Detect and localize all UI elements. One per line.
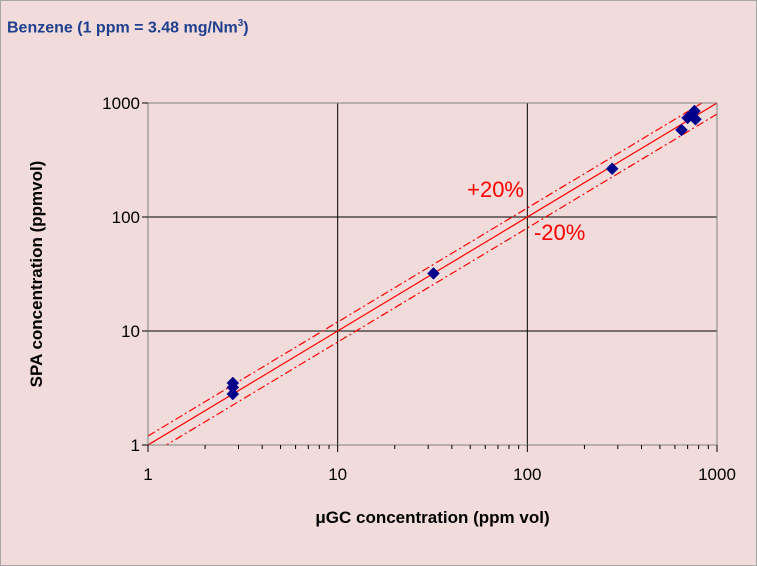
annotations: +20% -20% <box>467 177 585 245</box>
annotation-label: -20% <box>534 220 585 245</box>
data-point <box>226 387 240 401</box>
x-tick-label: 1 <box>143 465 152 484</box>
y-tick-label: 100 <box>112 208 140 227</box>
chart-title-superscript: 3 <box>237 18 244 29</box>
y-tick-label: 1 <box>131 436 140 455</box>
y-tick-label: 10 <box>121 322 140 341</box>
x-tick-label: 10 <box>328 465 347 484</box>
data-point <box>689 112 702 126</box>
chart-title-end: ) <box>243 19 249 37</box>
reference-line <box>165 113 717 445</box>
chart-title: Benzene (1 ppm = 3.48 mg/Nm3) <box>7 18 249 37</box>
y-tick-label: 1000 <box>102 94 140 113</box>
annotation-label: +20% <box>467 177 524 202</box>
y-axis-title: SPA concentration (ppmvol) <box>27 161 46 388</box>
data-points <box>226 104 702 401</box>
data-point <box>605 162 619 176</box>
data-point <box>675 123 688 137</box>
x-tick-label: 1000 <box>698 465 736 484</box>
chart-title-main: Benzene (1 ppm = 3.48 mg/Nm <box>7 19 238 37</box>
plot-border <box>147 102 718 446</box>
axes: 1 10 100 1000 1 10 100 1000 <box>102 94 736 484</box>
reference-line <box>148 103 704 437</box>
x-axis-title: μGC concentration (ppm vol) <box>315 508 549 527</box>
grid-lines <box>148 103 717 445</box>
data-point <box>427 267 440 280</box>
x-tick-label: 100 <box>513 465 541 484</box>
